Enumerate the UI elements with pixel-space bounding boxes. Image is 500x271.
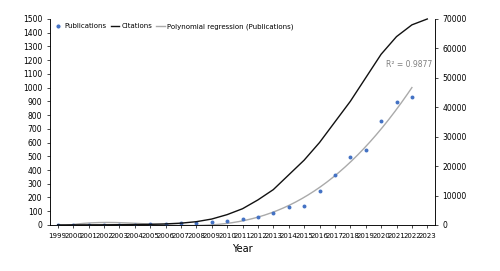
Citations [240,207,246,210]
Citations [116,223,122,226]
Citations [54,223,60,227]
Citations [101,223,107,226]
Publications [377,119,385,123]
Citations [286,173,292,176]
Publications [54,222,62,227]
Citations [194,220,200,223]
Publications [408,94,416,99]
Citations [147,223,153,226]
Citations [301,159,307,162]
Publications [300,204,308,209]
Polynomial regression (Publications) [409,86,415,89]
Publications [130,222,138,227]
Publications [69,222,77,227]
Citations [409,23,415,27]
Text: R² = 0.9877: R² = 0.9877 [386,60,432,69]
X-axis label: Year: Year [232,244,253,254]
Publications [177,221,185,225]
Citations [424,17,430,21]
Citations [394,35,400,38]
Publications [284,205,292,209]
Citations [132,223,138,226]
Publications [146,222,154,227]
Citations [362,76,368,79]
Citations [178,221,184,225]
Line: Citations: Citations [58,19,428,225]
Publications [100,222,108,227]
Publications [316,189,324,193]
Citations [224,213,230,216]
Publications [270,211,278,215]
Publications [192,221,200,225]
Polynomial regression (Publications) [195,224,201,227]
Publications [84,222,92,227]
Publications [116,222,124,227]
Polynomial regression (Publications) [310,190,316,193]
Citations [332,120,338,124]
Citations [86,223,91,227]
Citations [162,222,168,225]
Citations [208,217,214,221]
Polynomial regression (Publications) [98,221,103,224]
Publications [362,148,370,152]
Publications [254,215,262,219]
Publications [346,155,354,159]
Citations [70,223,76,227]
Publications [208,220,216,225]
Publications [223,219,231,224]
Legend: Publications, Citations, Polynomial regression (Publications): Publications, Citations, Polynomial regr… [54,22,294,30]
Citations [255,198,261,202]
Polynomial regression (Publications) [278,208,283,211]
Citations [378,53,384,56]
Polynomial regression (Publications) [170,224,176,227]
Publications [162,222,170,226]
Polynomial regression (Publications) [54,226,60,229]
Publications [238,217,246,222]
Publications [392,100,400,104]
Polynomial regression (Publications) [312,189,318,192]
Citations [270,188,276,191]
Publications [331,173,339,177]
Citations [348,100,354,103]
Line: Polynomial regression (Publications): Polynomial regression (Publications) [58,88,412,227]
Citations [316,141,322,144]
